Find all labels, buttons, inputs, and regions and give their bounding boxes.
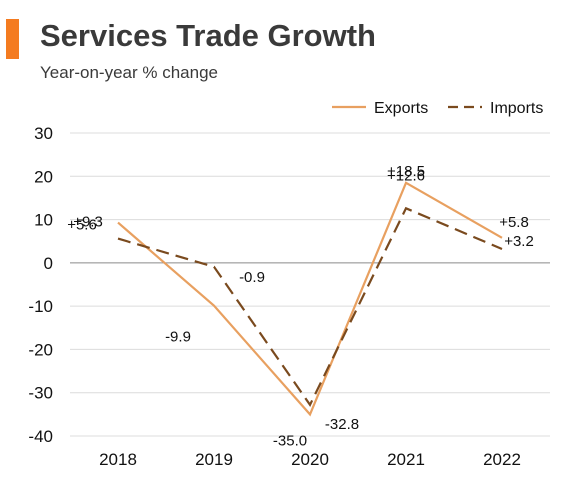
y-tick-label: 20	[34, 167, 53, 186]
x-tick-label: 2021	[387, 450, 425, 469]
data-label-exports: +18.5	[387, 163, 425, 180]
x-axis-ticks: 2018 2019 2020 2021 2022	[99, 450, 521, 469]
y-tick-label: 30	[34, 124, 53, 143]
data-label-exports: -9.9	[165, 329, 191, 346]
data-label-imports: +5.6	[67, 217, 97, 234]
data-label-imports: -0.9	[239, 269, 265, 286]
y-tick-label: -30	[28, 384, 53, 403]
data-label-imports: -32.8	[325, 416, 359, 433]
series-lines	[117, 181, 503, 417]
legend-label-exports: Exports	[374, 100, 428, 117]
data-label-exports: -35.0	[273, 432, 307, 449]
y-tick-label: -40	[28, 427, 53, 446]
data-label-imports: +12.6	[387, 167, 425, 184]
series-line-imports	[117, 206, 503, 407]
x-tick-label: 2019	[195, 450, 233, 469]
x-tick-label: 2020	[291, 450, 329, 469]
chart-title: Services Trade Growth	[40, 18, 376, 53]
x-tick-label: 2022	[483, 450, 521, 469]
legend-label-imports: Imports	[490, 100, 543, 117]
title-accent-bar	[6, 19, 19, 59]
gridlines	[70, 132, 550, 437]
x-tick-label: 2018	[99, 450, 137, 469]
chart-subtitle: Year-on-year % change	[40, 63, 218, 82]
series-line-exports	[117, 181, 503, 417]
y-tick-label: 10	[34, 211, 53, 230]
y-tick-label: -10	[28, 297, 53, 316]
legend: Exports Imports	[332, 100, 543, 117]
y-tick-label: 0	[44, 254, 53, 273]
y-axis-ticks: 30 20 10 0 -10 -20 -30 -40	[28, 124, 53, 446]
data-labels: +9.3 -9.9 -35.0 +18.5 +5.8 +5.6 -0.9 -32.8 +12.6…	[67, 163, 534, 450]
data-label-exports: +5.8	[499, 214, 529, 231]
data-label-exports: +9.3	[73, 214, 103, 231]
y-tick-label: -20	[28, 340, 53, 359]
data-label-imports: +3.2	[504, 233, 534, 250]
